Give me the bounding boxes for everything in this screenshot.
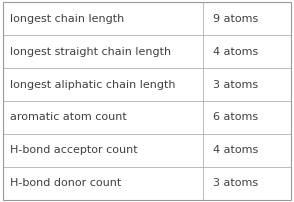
Text: 4 atoms: 4 atoms [213,46,258,57]
Text: longest aliphatic chain length: longest aliphatic chain length [10,80,176,89]
Text: H-bond acceptor count: H-bond acceptor count [10,145,138,156]
Text: 3 atoms: 3 atoms [213,80,258,89]
Text: 6 atoms: 6 atoms [213,113,258,122]
Text: 3 atoms: 3 atoms [213,179,258,188]
Text: longest straight chain length: longest straight chain length [10,46,171,57]
Text: aromatic atom count: aromatic atom count [10,113,127,122]
Text: 9 atoms: 9 atoms [213,14,258,23]
Text: H-bond donor count: H-bond donor count [10,179,121,188]
Text: 4 atoms: 4 atoms [213,145,258,156]
Text: longest chain length: longest chain length [10,14,124,23]
